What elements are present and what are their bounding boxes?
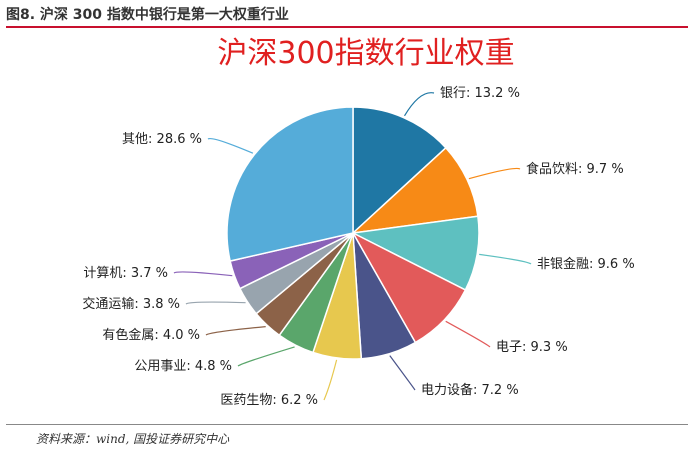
top-divider [6, 26, 688, 28]
figure-caption: 图8. 沪深 300 指数中银行是第一大权重行业 [6, 7, 289, 23]
slice-label-1: 食品饮料: 9.7 % [526, 161, 624, 177]
slice-label-0: 银行: 13.2 % [440, 86, 520, 101]
slice-label-9: 计算机: 3.7 % [83, 266, 168, 281]
leader-line-4 [389, 355, 416, 391]
leader-line-3 [445, 320, 491, 348]
slice-label-3: 电子: 9.3 % [496, 340, 568, 355]
leader-line-5 [323, 359, 338, 401]
leader-line-10 [207, 137, 254, 154]
pie-slice-2 [350, 215, 480, 291]
slice-label-10: 其他: 28.6 % [122, 132, 202, 147]
chart-title: 沪深300指数行业权重 [217, 36, 514, 71]
leader-line-6 [237, 346, 295, 367]
leader-line-7 [205, 326, 266, 336]
slice-label-7: 有色金属: 4.0 % [102, 327, 200, 343]
leader-line-8 [185, 301, 246, 305]
leader-line-1 [468, 167, 521, 180]
leader-line-9 [173, 271, 233, 277]
slice-label-2: 非银金融: 9.6 % [537, 256, 635, 272]
source-note: 资料来源：wind, 国投证券研究中心 [36, 432, 230, 446]
pie-slice-1 [350, 146, 479, 235]
pie-slice-0 [352, 106, 447, 235]
bottom-divider [6, 424, 688, 425]
leader-line-0 [403, 92, 435, 117]
leader-lines [173, 92, 532, 401]
leader-line-2 [479, 253, 532, 265]
pie-chart: 沪深300指数行业权重 银行: 13.2 % 食品饮料: 9.7 % 非银金融: 9… [82, 36, 634, 408]
slice-labels: 银行: 13.2 % 食品饮料: 9.7 % 非银金融: 9.6 % 电子: 9.3 … [82, 86, 634, 408]
pie-slice-10 [226, 106, 354, 262]
slice-label-4: 电力设备: 7.2 % [421, 382, 519, 398]
slice-label-5: 医药生物: 6.2 % [220, 393, 318, 408]
slice-label-8: 交通运输: 3.8 % [82, 296, 180, 312]
pie-slices [226, 106, 480, 360]
slice-label-6: 公用事业: 4.8 % [134, 359, 232, 374]
